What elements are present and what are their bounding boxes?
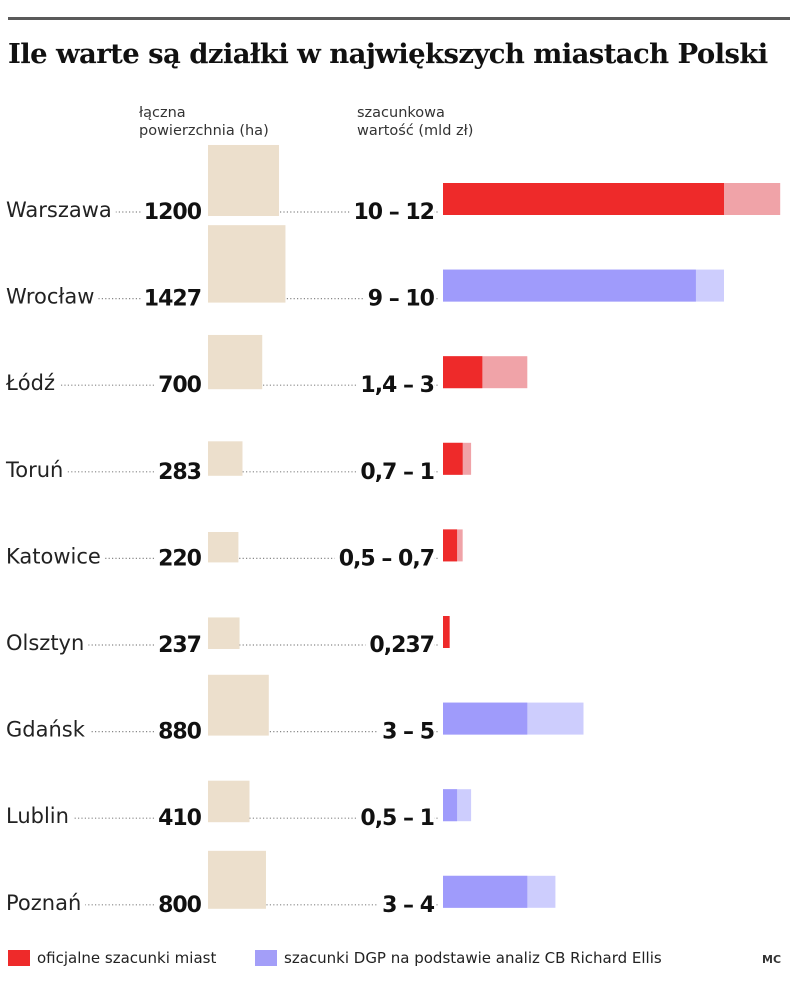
value-bar-low-lodz: [443, 356, 483, 389]
city-label-olsztyn: Olsztyn: [6, 631, 84, 655]
area-label-bg-olsztyn: [155, 633, 201, 658]
area-label-poznan: 800: [158, 893, 202, 918]
area-bar-lodz: [208, 334, 263, 390]
city-label-lublin: Lublin: [6, 804, 69, 828]
legend-dgp: szacunki DGP na podstawie analiz CB Rich…: [255, 948, 662, 968]
city-label-poznan: Poznań: [6, 891, 81, 915]
value-label-bg-olsztyn: [365, 633, 434, 658]
value-header-line-2: wartość (mld zł): [357, 123, 474, 139]
credit-label: MC: [762, 953, 782, 966]
area-bar-wroclaw: [208, 225, 286, 303]
value-bar-low-warszawa: [443, 183, 724, 215]
area-bar-katowice: [208, 531, 239, 563]
city-label-bg-katowice: [0, 543, 105, 570]
city-label-katowice: Katowice: [6, 544, 101, 568]
area-label-wroclaw: 1427: [144, 287, 201, 312]
value-label-torun: 0,7 – 1: [360, 460, 434, 485]
city-label-bg-gdansk: [0, 716, 90, 743]
value-label-lublin: 0,5 – 1: [360, 806, 434, 831]
value-label-wroclaw: 9 – 10: [368, 287, 435, 312]
value-label-bg-warszawa: [349, 200, 434, 225]
city-label-warszawa: Warszawa: [6, 198, 112, 222]
value-header-line-1: szacunkowa: [357, 105, 445, 121]
top-rule: [8, 17, 790, 20]
legend-official-swatch: [8, 950, 30, 966]
value-label-bg-poznan: [378, 892, 435, 918]
area-label-bg-warszawa: [140, 200, 202, 225]
area-label-katowice: 220: [158, 546, 202, 571]
area-bar-lublin: [208, 780, 250, 823]
value-label-bg-torun: [356, 459, 434, 485]
area-label-bg-gdansk: [155, 719, 202, 745]
value-bar-low-katowice: [443, 529, 458, 562]
area-label-bg-katowice: [155, 546, 202, 572]
value-label-katowice: 0,5 – 0,7: [339, 546, 434, 571]
area-bar-olsztyn: [208, 617, 240, 649]
area-column-header: łączna powierzchnia (ha): [139, 104, 339, 140]
city-label-gdansk: Gdańsk: [6, 718, 86, 742]
area-label-lublin: 410: [158, 806, 202, 831]
value-label-bg-wroclaw: [363, 286, 435, 312]
value-bar-low-wroclaw: [443, 269, 696, 302]
city-label-bg-wroclaw: [0, 283, 99, 310]
value-bar-low-gdansk: [443, 702, 528, 735]
value-bar-low-lublin: [443, 789, 458, 822]
value-column-header: szacunkowa wartość (mld zł): [357, 104, 557, 140]
area-label-torun: 283: [158, 460, 201, 485]
value-bar-low-torun: [443, 442, 463, 475]
area-label-gdansk: 880: [158, 720, 202, 745]
legend-official: oficjalne szacunki miast: [8, 948, 216, 968]
city-label-bg-lublin: [0, 803, 73, 830]
chart-title: Ile warte są działki w największych mias…: [8, 38, 768, 70]
area-bar-torun: [208, 441, 243, 476]
legend-dgp-label: szacunki DGP na podstawie analiz CB Rich…: [284, 949, 662, 967]
area-label-bg-lodz: [155, 373, 202, 399]
value-label-bg-lublin: [356, 806, 434, 832]
area-label-bg-poznan: [155, 892, 202, 918]
value-label-warszawa: 10 – 12: [353, 200, 434, 225]
legend-official-label: oficjalne szacunki miast: [37, 949, 217, 967]
area-label-bg-lublin: [155, 806, 202, 832]
area-label-bg-torun: [155, 459, 201, 485]
area-bar-gdansk: [208, 674, 269, 736]
city-label-bg-warszawa: [0, 197, 116, 223]
city-label-wroclaw: Wrocław: [6, 285, 94, 309]
value-label-poznan: 3 – 4: [382, 893, 435, 918]
area-label-warszawa: 1200: [144, 200, 202, 225]
area-bar-warszawa: [208, 144, 280, 216]
value-label-bg-gdansk: [378, 719, 434, 745]
city-label-bg-olsztyn: [0, 630, 89, 656]
area-header-line-1: łączna: [139, 105, 186, 121]
city-label-bg-lodz: [0, 370, 60, 397]
city-label-bg-poznan: [0, 889, 86, 916]
value-bar-low-olsztyn: [443, 616, 450, 648]
value-label-gdansk: 3 – 5: [382, 720, 434, 745]
value-label-bg-katowice: [334, 546, 434, 572]
value-label-olsztyn: 0,237: [369, 633, 434, 658]
city-label-lodz: Łódź: [5, 371, 55, 395]
area-bar-poznan: [208, 850, 266, 909]
legend-dgp-swatch: [255, 950, 277, 966]
area-label-lodz: 700: [158, 373, 202, 398]
value-label-lodz: 1,4 – 3: [360, 373, 434, 398]
value-label-bg-lodz: [356, 373, 434, 399]
area-label-olsztyn: 237: [158, 633, 201, 658]
city-label-bg-torun: [0, 456, 68, 483]
area-label-bg-wroclaw: [140, 286, 201, 312]
city-label-torun: Toruń: [5, 458, 63, 482]
value-bar-low-poznan: [443, 875, 528, 908]
area-header-line-2: powierzchnia (ha): [139, 123, 269, 139]
